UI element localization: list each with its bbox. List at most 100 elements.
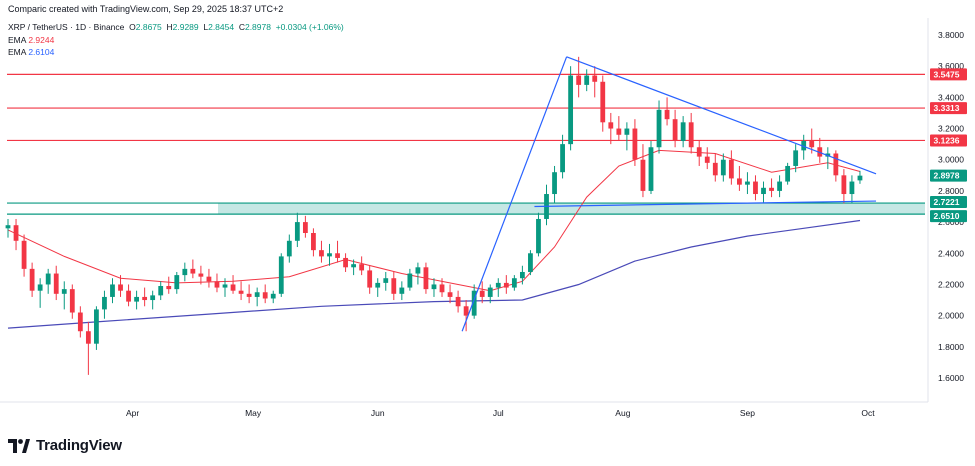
candle-40 [327, 243, 332, 266]
candle-body-42 [343, 257, 348, 268]
candle-14 [118, 275, 123, 297]
candle-48 [391, 271, 397, 301]
candle-31 [254, 287, 260, 307]
candle-body-86 [696, 147, 702, 157]
candle-body-104 [841, 175, 847, 195]
candle-body-56 [455, 296, 461, 307]
price-tag-label-4: 2.6510 [934, 211, 960, 221]
candle-39 [319, 240, 324, 263]
candle-88 [712, 153, 718, 182]
price-tags-layer: 3.5475 3.3313 3.1236 2.7221 2.6510 2.8978 [930, 68, 967, 223]
candle-79 [640, 144, 646, 198]
candle-19 [158, 281, 164, 301]
y-tick-label-4: 3.0000 [938, 155, 964, 165]
candle-body-50 [407, 273, 413, 288]
candles-layer [5, 56, 863, 375]
candle-body-73 [592, 75, 598, 82]
price-axis[interactable]: 3.80003.60003.40003.20003.00002.80002.60… [927, 18, 964, 402]
time-axis[interactable]: Apr May Jun Jul Aug Sep Oct [0, 401, 928, 418]
candle-52 [423, 262, 429, 294]
candle-106 [857, 170, 863, 184]
price-tag-4: 2.6510 [930, 210, 967, 223]
candle-103 [833, 150, 839, 182]
candle-15 [126, 284, 131, 307]
candle-body-23 [190, 268, 196, 274]
candle-body-61 [495, 282, 501, 288]
candle-body-106 [857, 175, 863, 181]
legend-ema-fast-row[interactable]: EMA 2.9244 [8, 34, 344, 47]
candle-body-49 [399, 287, 405, 294]
candle-body-65 [528, 253, 533, 272]
trendline-0 [461, 56, 568, 332]
candle-body-63 [511, 278, 517, 288]
candle-2 [21, 234, 27, 277]
candle-47 [383, 271, 389, 291]
candle-46 [375, 278, 381, 297]
tradingview-brand[interactable]: TradingView [8, 437, 122, 454]
candle-body-38 [311, 233, 316, 251]
symbol-label[interactable]: XRP / TetherUS · 1D · Binance [8, 22, 125, 32]
candle-body-94 [761, 187, 766, 195]
candle-body-18 [150, 295, 156, 301]
price-tag-label-0: 3.5475 [934, 69, 960, 79]
candle-86 [696, 141, 702, 166]
candle-53 [431, 278, 437, 297]
candle-81 [656, 100, 662, 154]
candle-55 [447, 284, 453, 304]
candle-body-27 [222, 284, 228, 288]
low-key: L [203, 22, 209, 32]
candle-71 [576, 56, 582, 98]
y-tick-label-7: 2.4000 [938, 248, 964, 258]
y-tick-label-11: 1.6000 [938, 373, 964, 383]
candle-body-97 [785, 165, 791, 182]
price-tag-bg-0 [930, 68, 967, 81]
candle-98 [793, 144, 799, 173]
candle-29 [238, 281, 244, 301]
open-value: 2.8675 [135, 22, 162, 32]
candle-22 [182, 262, 188, 282]
horizontal-levels-layer [7, 73, 925, 215]
candle-body-3 [29, 268, 35, 291]
candle-body-43 [351, 264, 357, 268]
legend-symbol-row: XRP / TetherUS · 1D · Binance O2.8675 H2… [8, 21, 344, 34]
candle-body-70 [568, 75, 574, 145]
candle-body-51 [415, 267, 421, 274]
ema-fast-label: EMA [8, 34, 26, 45]
candle-4 [37, 278, 43, 308]
candle-body-14 [118, 284, 123, 291]
candle-body-90 [728, 159, 734, 179]
x-tick-label-5: Sep [740, 408, 755, 418]
candle-body-80 [648, 147, 654, 191]
price-tag-bg-1 [930, 102, 967, 115]
candle-0 [5, 218, 11, 238]
candle-body-11 [94, 309, 99, 344]
candle-3 [29, 262, 35, 297]
candle-body-92 [745, 181, 750, 185]
price-tag-3: 2.7221 [930, 196, 967, 209]
candle-body-26 [214, 281, 220, 288]
candle-body-57 [463, 306, 469, 316]
y-tick-label-2: 3.4000 [938, 92, 964, 102]
candle-68 [552, 165, 557, 204]
candle-body-62 [503, 282, 509, 288]
candle-26 [214, 273, 220, 293]
candle-7 [61, 281, 67, 310]
candle-body-45 [367, 270, 373, 288]
candle-83 [672, 109, 678, 148]
candle-27 [222, 278, 228, 297]
candle-58 [471, 284, 477, 319]
candle-body-24 [198, 273, 204, 277]
price-tag-1: 3.3313 [930, 102, 967, 115]
price-tag-bg-3 [930, 196, 967, 209]
candle-body-10 [85, 331, 91, 344]
price-tag-bg-2 [930, 134, 967, 147]
candle-body-64 [519, 271, 525, 279]
price-tag-label-3: 2.7221 [934, 197, 960, 207]
candle-body-77 [624, 128, 630, 135]
legend-ema-slow-row[interactable]: EMA 2.6104 [8, 46, 344, 59]
candle-body-76 [616, 128, 622, 135]
y-tick-label-10: 1.8000 [938, 342, 964, 352]
candle-body-103 [833, 153, 839, 176]
candle-104 [841, 169, 847, 204]
